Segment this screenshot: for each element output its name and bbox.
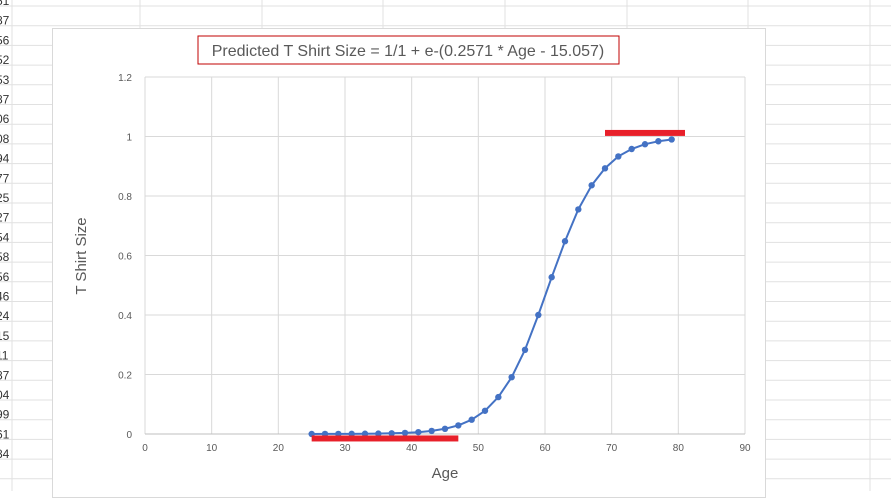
cell-value[interactable]: 84 bbox=[0, 447, 10, 461]
data-point[interactable] bbox=[628, 145, 635, 153]
cell-value[interactable]: 15 bbox=[0, 329, 10, 343]
data-point[interactable] bbox=[535, 311, 542, 319]
cell-value[interactable]: 61 bbox=[0, 427, 10, 441]
x-tick-label: 0 bbox=[142, 443, 148, 454]
x-tick-label: 50 bbox=[473, 443, 485, 454]
y-tick-label: 0.4 bbox=[118, 311, 132, 322]
cell-value[interactable]: 06 bbox=[0, 112, 10, 126]
cell-value[interactable]: 87 bbox=[0, 14, 10, 28]
cell-value[interactable]: 56 bbox=[0, 270, 10, 284]
cell-value[interactable]: 04 bbox=[0, 388, 10, 402]
data-point[interactable] bbox=[361, 430, 369, 437]
x-tick-label: 10 bbox=[206, 443, 218, 454]
data-point[interactable] bbox=[455, 422, 462, 429]
data-point[interactable] bbox=[348, 430, 355, 438]
data-point[interactable] bbox=[388, 430, 395, 437]
data-point[interactable] bbox=[588, 182, 595, 189]
cell-value[interactable]: 77 bbox=[0, 171, 10, 185]
red-bar-marker bbox=[605, 129, 685, 136]
data-point[interactable] bbox=[375, 430, 382, 437]
cell-value[interactable]: 53 bbox=[0, 73, 10, 87]
x-tick-label: 30 bbox=[339, 443, 351, 454]
y-tick-label: 0.8 bbox=[118, 192, 132, 203]
data-point[interactable] bbox=[601, 165, 609, 172]
cell-value[interactable]: 08 bbox=[0, 132, 10, 146]
data-point[interactable] bbox=[401, 429, 409, 437]
data-point[interactable] bbox=[561, 238, 569, 245]
cell-value[interactable]: 99 bbox=[0, 408, 10, 422]
cell-value[interactable]: 46 bbox=[0, 290, 10, 304]
y-tick-label: 0 bbox=[126, 430, 132, 441]
data-point[interactable] bbox=[468, 416, 475, 423]
series-line bbox=[311, 138, 672, 435]
data-point[interactable] bbox=[641, 141, 649, 148]
cell-value[interactable]: 58 bbox=[0, 250, 10, 264]
x-tick-label: 80 bbox=[673, 443, 685, 454]
data-point[interactable] bbox=[615, 153, 622, 160]
y-tick-label: 1.2 bbox=[118, 73, 132, 84]
cell-value[interactable]: 11 bbox=[0, 349, 9, 363]
cell-value[interactable]: 51 bbox=[0, 0, 10, 8]
y-axis-title: T Shirt Size bbox=[73, 217, 90, 294]
data-point[interactable] bbox=[575, 206, 582, 213]
data-point[interactable] bbox=[495, 393, 502, 401]
data-point[interactable] bbox=[508, 373, 515, 381]
cell-value[interactable]: 94 bbox=[0, 152, 10, 166]
x-tick-label: 90 bbox=[739, 443, 751, 454]
chart-title-box bbox=[197, 35, 620, 65]
x-tick-label: 60 bbox=[539, 443, 551, 454]
cell-value[interactable]: 25 bbox=[0, 191, 10, 205]
data-point[interactable] bbox=[481, 407, 489, 414]
y-tick-label: 1 bbox=[126, 133, 132, 144]
data-point[interactable] bbox=[441, 425, 449, 433]
cell-value[interactable]: 27 bbox=[0, 211, 10, 225]
data-point[interactable] bbox=[415, 428, 422, 436]
data-point[interactable] bbox=[548, 274, 555, 281]
red-bar-marker bbox=[311, 435, 459, 442]
y-tick-label: 0.2 bbox=[118, 371, 132, 382]
cell-value[interactable]: 24 bbox=[0, 309, 10, 323]
data-point[interactable] bbox=[428, 427, 435, 435]
data-point[interactable] bbox=[668, 136, 675, 143]
data-point[interactable] bbox=[655, 138, 662, 145]
x-tick-label: 20 bbox=[273, 443, 285, 454]
cell-value[interactable]: 52 bbox=[0, 53, 10, 67]
x-axis-title: Age bbox=[432, 465, 459, 482]
x-tick-label: 40 bbox=[406, 443, 418, 454]
cell-value[interactable]: 87 bbox=[0, 93, 10, 107]
chart-title: Predicted T Shirt Size = 1/1 + e-(0.2571… bbox=[212, 43, 605, 60]
cell-value[interactable]: 56 bbox=[0, 33, 10, 47]
y-tick-label: 0.6 bbox=[118, 252, 132, 263]
data-point[interactable] bbox=[521, 346, 529, 354]
x-tick-label: 70 bbox=[606, 443, 618, 454]
cell-value[interactable]: 87 bbox=[0, 368, 10, 382]
cell-value[interactable]: 54 bbox=[0, 230, 10, 244]
